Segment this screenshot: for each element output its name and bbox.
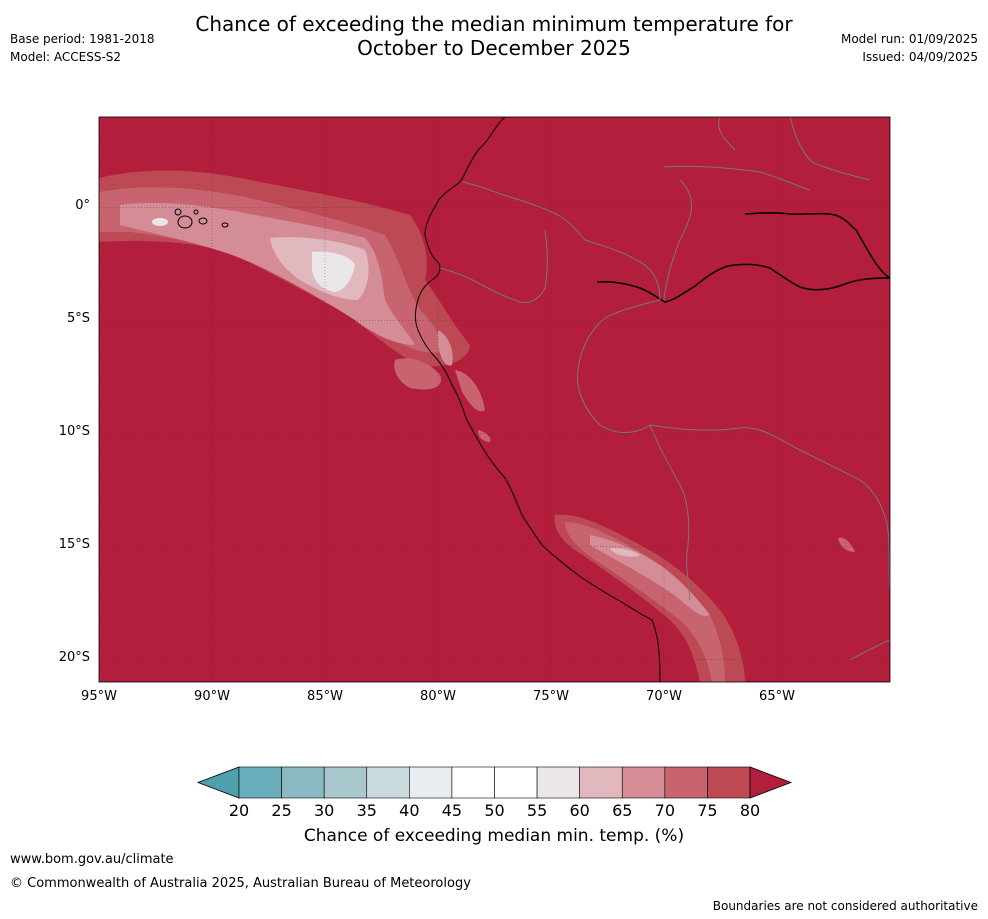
amazon-river: [596, 263, 890, 303]
longitude-tick-label: 80°W: [420, 689, 456, 704]
latitude-tick-label: 20°S: [58, 650, 90, 666]
colorbar-bin: [707, 766, 751, 799]
latitude-tick-label: 5°S: [66, 311, 90, 327]
colorbar-tick-label: 50: [484, 801, 505, 820]
colorbar-bin: [621, 766, 666, 799]
latitude-tick-label: 15°S: [58, 537, 90, 553]
longitude-tick-label: 90°W: [194, 689, 230, 704]
longitude-tick-label: 75°W: [533, 689, 569, 704]
model-run-text: Model run: 01/09/2025: [840, 32, 978, 46]
coastline: [414, 117, 661, 682]
colorbar-title: Chance of exceeding median min. temp. (%…: [303, 826, 685, 846]
colorbar-bin: [664, 766, 708, 799]
southern-anomaly-55-60: [610, 548, 640, 557]
anomaly-55-60-blob: [152, 218, 168, 226]
footer-disclaimer: Boundaries are not considered authoritat…: [712, 899, 978, 913]
coastal-anomaly-peru-north: [394, 358, 441, 390]
colorbar-bin: [451, 766, 495, 799]
latitude-tick-label: 10°S: [58, 424, 90, 440]
coastal-anomaly-peru-mid: [438, 330, 453, 366]
title-line-2: October to December 2025: [357, 36, 631, 60]
issued-text: Issued: 04/09/2025: [862, 50, 978, 64]
colorbar-bin: [536, 766, 580, 799]
colorbar-bin: [409, 766, 453, 799]
anomaly-60-65-region: [120, 202, 415, 345]
bolivia-anomaly: [838, 537, 855, 552]
longitude-tick-label: 95°W: [81, 689, 117, 704]
colorbar-tick-label: 25: [271, 801, 292, 820]
map-panel: [99, 117, 890, 682]
colorbar-tick-label: 55: [526, 801, 548, 820]
meta-left: Base period: 1981-2018 Model: ACCESS-S2: [10, 30, 155, 66]
colorbar-tick-label: 40: [399, 801, 420, 820]
southern-anomaly-65-70: [565, 522, 725, 682]
colorbar-tick-label: 35: [356, 801, 377, 820]
colorbar-bin: [579, 766, 623, 799]
colorbar-bin: [323, 766, 368, 799]
longitude-tick-label: 65°W: [759, 689, 795, 704]
footer-copyright: © Commonwealth of Australia 2025, Austra…: [10, 876, 471, 891]
map-title: Chance of exceeding the median minimum t…: [0, 12, 988, 60]
meta-right: Model run: 01/09/2025 Issued: 04/09/2025: [841, 30, 978, 66]
anomaly-50-55-region: [312, 251, 355, 292]
colorbar-tick-label: 60: [569, 801, 590, 820]
colorbar-tick-label: 80: [739, 801, 761, 820]
latitude-tick-label: 0°: [75, 198, 90, 214]
colorbar-tick-label: 70: [654, 801, 675, 820]
colorbar-tick-label: 65: [612, 801, 633, 820]
galapagos-islands: [174, 208, 229, 229]
longitude-tick-label: 85°W: [307, 689, 343, 704]
colorbar: [196, 766, 793, 799]
base-period-text: Base period: 1981-2018: [10, 32, 155, 46]
model-text: Model: ACCESS-S2: [10, 50, 122, 64]
country-boundaries: [439, 117, 890, 661]
northern-coastline: [744, 212, 890, 279]
colorbar-tick-label: 75: [697, 801, 718, 820]
colorbar-tick-label: 30: [313, 801, 335, 820]
graticule: [98, 117, 890, 682]
colorbar-tick-label: 45: [441, 801, 463, 820]
southern-anomaly-60-65: [590, 535, 710, 616]
colorbar-above-80-arrow: [749, 766, 793, 799]
footer-url[interactable]: www.bom.gov.au/climate: [10, 852, 174, 867]
colorbar-bin: [281, 766, 325, 799]
colorbar-below-20-arrow: [196, 766, 240, 799]
colorbar-bin: [494, 766, 538, 799]
colorbar-bin: [238, 766, 282, 799]
longitude-tick-label: 70°W: [646, 689, 682, 704]
colorbar-bin: [366, 766, 410, 799]
colorbar-tick-label: 20: [228, 801, 250, 820]
coastal-anomaly-peru-central: [455, 370, 485, 412]
title-line-1: Chance of exceeding the median minimum t…: [195, 12, 793, 36]
coastal-anomaly-small: [478, 430, 491, 442]
